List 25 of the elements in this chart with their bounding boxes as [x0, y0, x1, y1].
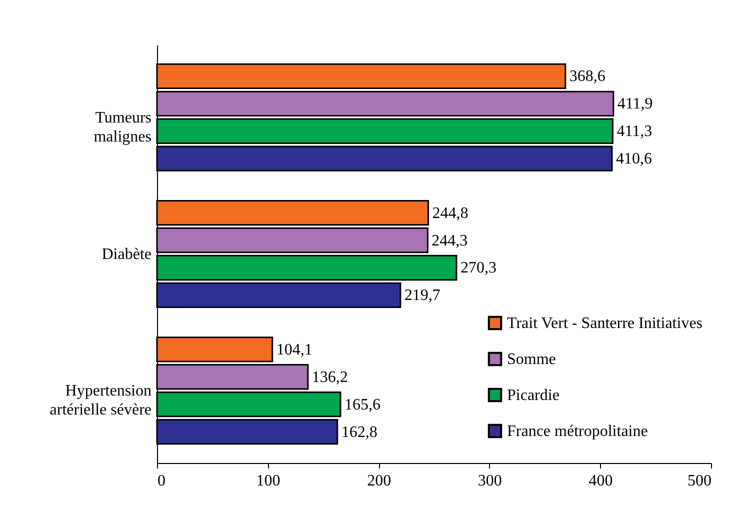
x-tick-label: 100 — [256, 472, 280, 490]
data-label: 136,2 — [312, 368, 348, 386]
y-tick-label: Tumeurs malignes — [94, 109, 152, 146]
data-label: 411,3 — [616, 123, 652, 140]
data-label: 411,9 — [617, 96, 653, 113]
x-tick-label: 500 — [688, 472, 712, 490]
x-tick-label: 400 — [588, 472, 613, 490]
data-label: 104,1 — [276, 341, 312, 358]
legend-label: Somme — [507, 351, 556, 368]
x-tick-label: 200 — [367, 472, 392, 490]
data-label: 244,3 — [432, 232, 468, 250]
legend-label: Picardie — [507, 387, 560, 404]
data-label: 368,6 — [569, 68, 606, 86]
legend-label: France métropolitaine — [507, 423, 648, 440]
y-tick-label: Diabète — [102, 246, 152, 263]
data-label: 219,7 — [404, 287, 440, 304]
data-label: 270,3 — [460, 260, 496, 277]
x-tick-label: 0 — [158, 472, 166, 490]
data-label: 165,6 — [344, 396, 380, 414]
legend-label: Trait Vert - Santerre Initiatives — [507, 315, 703, 332]
x-tick-label: 300 — [478, 472, 502, 490]
data-label: 410,6 — [616, 150, 652, 168]
data-label: 244,8 — [432, 204, 468, 222]
data-label: 162,8 — [341, 424, 378, 441]
y-tick-label: Hypertension artérielle sévère — [50, 382, 152, 419]
